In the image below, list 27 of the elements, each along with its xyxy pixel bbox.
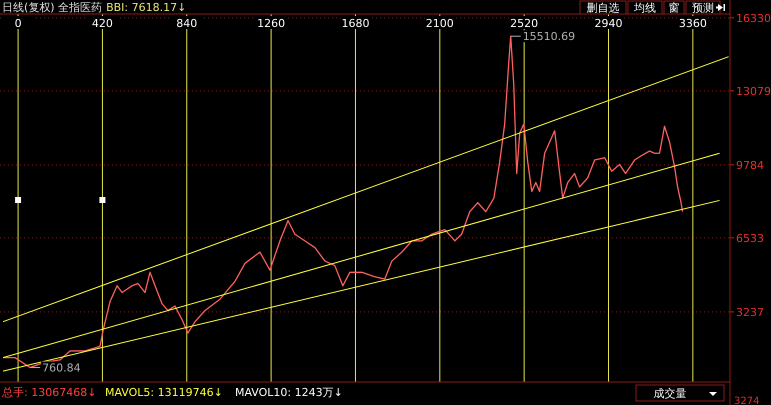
annotation: 预测 [692, 2, 714, 14]
text: MAVOL5: 13119746↓ [105, 386, 223, 399]
y-tick-label: 3237 [736, 306, 764, 319]
text: 总手: 13067468↓ [1, 386, 96, 399]
x-tick-label: 1680 [341, 17, 370, 30]
y-tick-label: 9784 [736, 158, 764, 172]
y-tick-label: 16330 [736, 12, 771, 25]
chart-subtitle: BBI: 7618.17↓ [106, 1, 186, 14]
annotation: 窗 [668, 2, 680, 14]
x-tick-label: 2100 [426, 17, 454, 30]
y-tick-label: 6533 [736, 232, 764, 245]
x-tick-label: 2520 [510, 17, 538, 30]
annotation: 均线 [633, 2, 656, 14]
text: 成交量 [654, 387, 686, 400]
annotation: 删自选 [586, 2, 620, 14]
x-tick-label: 1260 [257, 17, 286, 30]
y-tick-label: 13079 [736, 84, 771, 98]
x-tick-label: 420 [92, 17, 113, 30]
chart-title: 日线(复权) 全指医药 [2, 1, 102, 14]
text: 3274 [734, 396, 760, 405]
annotation: 760.84 [42, 362, 81, 375]
annotation: 15510.69 [522, 30, 576, 44]
x-tick-label: 840 [176, 17, 198, 30]
text: MAVOL10: 1243万↓ [235, 386, 343, 399]
x-tick-label: 3360 [678, 17, 707, 30]
x-tick-label: 0 [14, 17, 22, 30]
x-tick-label: 2940 [594, 17, 622, 30]
